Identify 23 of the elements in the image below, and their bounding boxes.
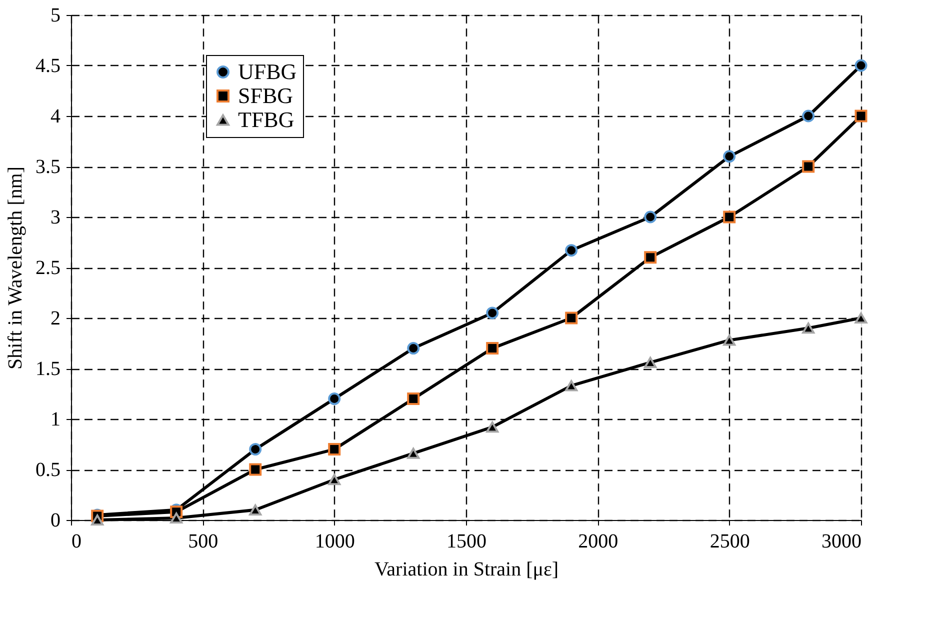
y-tick-label: 3.5 bbox=[36, 156, 60, 178]
y-tick-label: 4 bbox=[50, 106, 60, 128]
y-tick-label: 1 bbox=[50, 408, 60, 430]
y-tick-label: 0.5 bbox=[36, 459, 60, 481]
y-tick-label: 1.5 bbox=[36, 358, 60, 380]
x-tick-label: 2000 bbox=[578, 530, 618, 552]
y-tick-label: 3 bbox=[50, 206, 60, 228]
x-tick-label: 0 bbox=[72, 530, 82, 552]
x-tick-label: 1500 bbox=[446, 530, 486, 552]
y-tick-label: 0 bbox=[50, 510, 60, 532]
y-tick-label: 4.5 bbox=[36, 55, 60, 77]
legend-label: SFBG bbox=[238, 83, 294, 108]
legend-label: TFBG bbox=[238, 107, 294, 132]
y-tick-label: 2.5 bbox=[36, 257, 60, 279]
legend-label: UFBG bbox=[238, 59, 297, 84]
x-tick-label: 500 bbox=[188, 530, 218, 552]
y-tick-label: 2 bbox=[50, 308, 60, 330]
x-axis-title: Variation in Strain [με] bbox=[374, 558, 559, 580]
y-tick-label: 5 bbox=[50, 4, 60, 26]
x-tick-label: 2500 bbox=[710, 530, 750, 552]
y-axis-title: Shift in Wavelength [nm] bbox=[4, 166, 26, 370]
x-tick-label: 1000 bbox=[314, 530, 355, 552]
x-tick-label: 3000 bbox=[822, 530, 862, 552]
